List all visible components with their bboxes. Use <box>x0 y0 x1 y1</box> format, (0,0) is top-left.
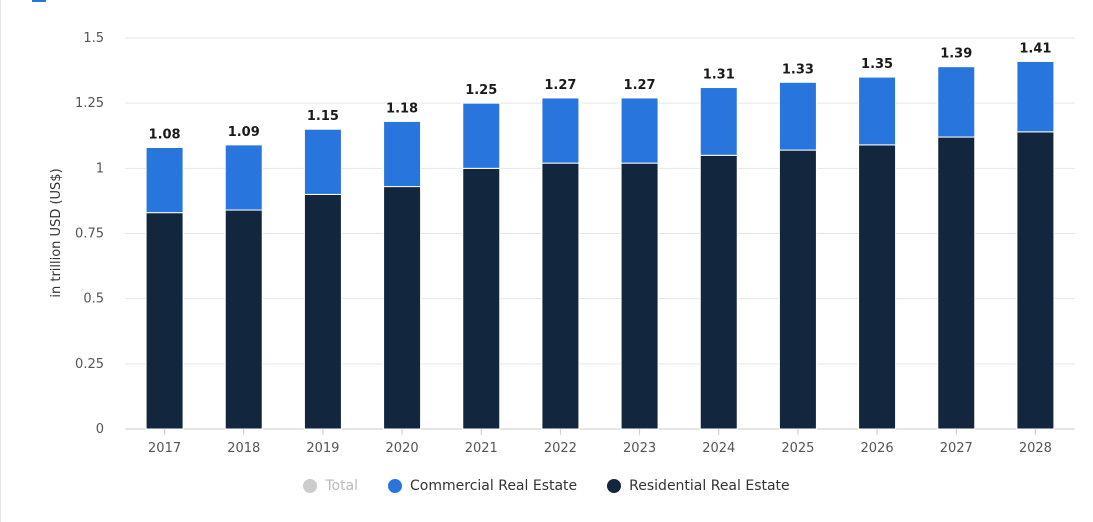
panel-left-border <box>0 0 1 522</box>
x-tick-label: 2019 <box>306 441 339 456</box>
total-data-label: 1.41 <box>1019 41 1051 56</box>
legend-item-commercial-real-estate[interactable]: Commercial Real Estate <box>388 478 577 494</box>
x-tick-label: 2024 <box>702 441 735 456</box>
bar-residential[interactable] <box>858 144 897 430</box>
x-tick-label: 2026 <box>861 441 894 456</box>
gridlines <box>125 37 1075 430</box>
bar-commercial[interactable] <box>462 102 501 169</box>
y-tick-label: 0.25 <box>75 357 104 372</box>
y-axis-ticks: 0 0.25 0.5 0.75 1 1.25 1.5 <box>75 31 104 437</box>
top-accent-bar <box>32 0 46 2</box>
legend-item-total[interactable]: Total <box>303 478 358 494</box>
bar-residential[interactable] <box>145 212 184 430</box>
total-data-label: 1.15 <box>307 109 339 124</box>
x-tick-label: 2022 <box>544 441 577 456</box>
total-data-label: 1.18 <box>386 101 418 116</box>
total-data-label: 1.27 <box>624 78 656 93</box>
bar-residential[interactable] <box>699 154 738 430</box>
x-tick-label: 2017 <box>148 441 181 456</box>
legend-marker <box>607 479 622 493</box>
total-data-label: 1.31 <box>703 68 735 83</box>
x-tick-label: 2018 <box>227 441 260 456</box>
y-tick-label: 0 <box>96 422 104 437</box>
x-tick-label: 2021 <box>465 441 498 456</box>
total-data-label: 1.25 <box>465 83 497 98</box>
bar-commercial[interactable] <box>145 146 184 214</box>
y-tick-label: 0.75 <box>75 227 104 242</box>
bar-residential[interactable] <box>383 186 422 430</box>
bar-residential[interactable] <box>1016 131 1055 430</box>
total-data-label: 1.09 <box>228 125 260 140</box>
bar-commercial[interactable] <box>937 66 976 138</box>
legend-marker <box>388 479 403 493</box>
bar-residential[interactable] <box>620 162 659 430</box>
bar-commercial[interactable] <box>383 120 422 188</box>
total-data-label: 1.35 <box>861 57 893 72</box>
bar-commercial[interactable] <box>541 97 580 164</box>
bar-commercial[interactable] <box>224 144 263 211</box>
bar-commercial[interactable] <box>858 76 897 146</box>
legend-label: Total <box>325 478 359 494</box>
stacked-bar-chart: 0 0.25 0.5 0.75 1 1.25 1.5 1.08 1.09 1.15 1.18 1.2… <box>49 31 1075 456</box>
bar-commercial[interactable] <box>303 128 342 195</box>
x-tick-label: 2023 <box>623 441 656 456</box>
legend-marker <box>303 479 318 493</box>
legend-item-residential-real-estate[interactable]: Residential Real Estate <box>607 478 790 494</box>
bar-commercial[interactable] <box>620 97 659 164</box>
x-tick-label: 2025 <box>781 441 814 456</box>
y-tick-label: 1 <box>96 161 104 176</box>
legend-label: Residential Real Estate <box>629 478 790 494</box>
bar-residential[interactable] <box>224 209 263 430</box>
x-tick-label: 2020 <box>386 441 419 456</box>
y-tick-label: 1.25 <box>75 96 104 111</box>
data-labels: 1.08 1.09 1.15 1.18 1.25 1.27 1.27 1.31 1.33 1.35… <box>149 41 1052 142</box>
y-axis-label: in trillion USD (US$) <box>49 168 64 297</box>
total-data-label: 1.27 <box>544 78 576 93</box>
x-axis-ticks: 2017 2018 2019 2020 2021 2022 2023 2024 2025 2026… <box>148 429 1052 456</box>
x-tick-label: 2027 <box>940 441 973 456</box>
x-tick-label: 2028 <box>1019 441 1052 456</box>
y-tick-label: 0.5 <box>83 292 104 307</box>
bar-commercial[interactable] <box>778 81 817 151</box>
y-tick-label: 1.5 <box>83 31 104 46</box>
bars <box>145 60 1055 430</box>
total-data-label: 1.39 <box>940 47 972 62</box>
total-data-label: 1.08 <box>149 127 181 142</box>
bar-residential[interactable] <box>778 149 817 430</box>
bar-residential[interactable] <box>541 162 580 430</box>
legend-label: Commercial Real Estate <box>410 478 578 494</box>
bar-residential[interactable] <box>462 167 501 430</box>
total-data-label: 1.33 <box>782 62 814 77</box>
bar-commercial[interactable] <box>1016 60 1055 133</box>
chart-legend: Total Commercial Real Estate Residential R… <box>0 478 1093 494</box>
bar-residential[interactable] <box>937 136 976 430</box>
bar-residential[interactable] <box>303 193 342 430</box>
bar-commercial[interactable] <box>699 87 738 156</box>
